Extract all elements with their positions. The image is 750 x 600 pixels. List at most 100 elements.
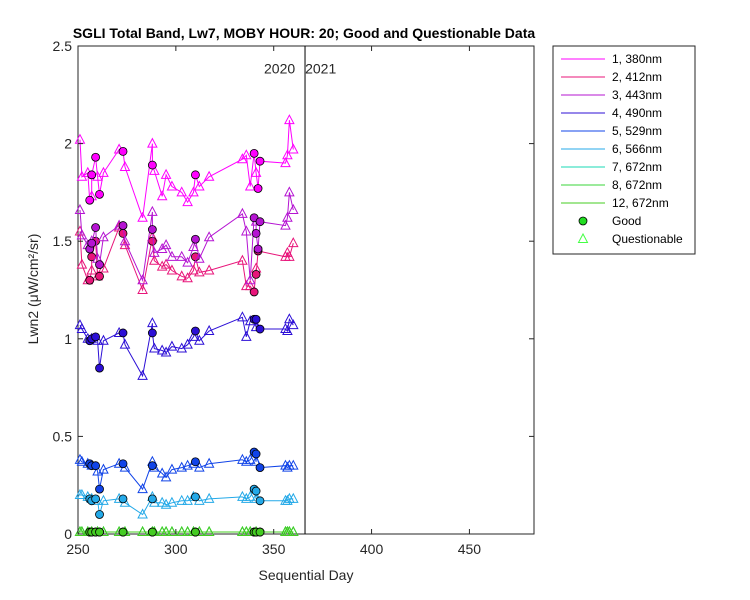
good-point — [147, 160, 157, 170]
good-point — [87, 170, 97, 180]
good-point — [87, 238, 97, 248]
good-point — [191, 170, 200, 180]
x-tick-label: 300 — [164, 541, 188, 557]
questionable-point — [194, 334, 205, 345]
series-1 — [74, 114, 299, 222]
questionable-point — [160, 346, 172, 357]
good-point — [147, 527, 157, 537]
good-point — [118, 147, 128, 156]
questionable-point — [176, 270, 188, 281]
questionable-point — [86, 264, 98, 275]
questionable-point — [147, 205, 158, 216]
legend-entry: 3, 443nm — [561, 88, 662, 102]
good-point — [251, 228, 261, 238]
questionable-point — [176, 250, 188, 261]
good-point — [95, 260, 104, 270]
legend-entry: 5, 529nm — [561, 124, 662, 138]
series-5 — [74, 447, 299, 494]
questionable-point — [160, 239, 172, 250]
good-point — [255, 324, 265, 334]
questionable-point — [182, 525, 193, 537]
questionable-point — [166, 525, 178, 537]
good-point — [251, 449, 261, 459]
good-point — [147, 328, 157, 338]
legend-label: Good — [612, 214, 641, 228]
good-point — [255, 527, 265, 537]
questionable-point — [148, 254, 160, 265]
questionable-point — [240, 492, 252, 503]
questionable-point — [98, 494, 109, 505]
questionable-point — [287, 492, 299, 503]
y-tick-label: 2 — [64, 136, 72, 152]
questionable-point — [244, 180, 256, 191]
questionable-point — [203, 457, 215, 468]
good-point — [95, 189, 104, 199]
questionable-point — [284, 186, 295, 197]
y-tick-label: 1 — [64, 331, 72, 347]
questionable-point — [166, 250, 178, 261]
good-point — [118, 221, 128, 230]
good-point — [118, 459, 128, 469]
questionable-point — [176, 186, 188, 197]
questionable-point — [188, 186, 199, 197]
good-point — [95, 271, 104, 281]
legend-label: 12, 672nm — [612, 196, 669, 210]
questionable-point — [137, 369, 148, 380]
good-point — [85, 275, 95, 285]
questionable-point — [76, 525, 88, 537]
y-tick-label: 1.5 — [53, 233, 73, 249]
y-tick-label: 0 — [64, 526, 72, 542]
questionable-point — [188, 264, 199, 275]
good-point — [255, 156, 265, 166]
good-point — [118, 494, 128, 504]
legend-entry: 1, 380nm — [561, 52, 662, 66]
legend-label: 6, 566nm — [612, 142, 662, 156]
good-point — [253, 184, 263, 193]
questionable-point — [287, 237, 299, 248]
questionable-point — [166, 340, 178, 351]
good-point — [253, 244, 263, 254]
questionable-point — [240, 455, 252, 466]
questionable-point — [182, 196, 193, 207]
legend-box — [552, 45, 696, 255]
questionable-point — [250, 455, 262, 466]
questionable-point — [282, 211, 293, 222]
good-point — [249, 148, 259, 158]
questionable-point — [284, 114, 295, 125]
questionable-point — [137, 508, 148, 519]
questionable-point — [148, 164, 160, 175]
questionable-point — [156, 467, 168, 478]
good-point — [118, 228, 128, 238]
questionable-point — [76, 258, 88, 269]
questionable-point — [240, 330, 252, 341]
x-tick-label: 250 — [66, 541, 90, 557]
legend-label: 7, 672nm — [612, 160, 662, 174]
legend-entry: 12, 672nm — [561, 196, 669, 210]
questionable-point — [244, 274, 256, 285]
y-axis-label: Lwn2 (μW/cm²/sr) — [25, 234, 41, 345]
x-tick-label: 400 — [360, 541, 384, 557]
questionable-point — [160, 258, 172, 269]
questionable-point — [76, 488, 88, 499]
questionable-point — [147, 137, 158, 148]
good-point — [191, 457, 200, 467]
good-point — [255, 463, 265, 473]
legend-questionable-marker — [577, 232, 589, 243]
plot-frame — [77, 45, 535, 535]
questionable-point — [119, 338, 131, 349]
questionable-point — [76, 455, 88, 466]
legend-label: 2, 412nm — [612, 70, 662, 84]
questionable-point — [194, 266, 205, 277]
plot-area: 2020 2021 — [74, 45, 535, 537]
questionable-point — [137, 211, 148, 222]
legend-label: 5, 529nm — [612, 124, 662, 138]
questionable-point — [166, 180, 178, 191]
legend-label: Questionable — [612, 232, 683, 246]
good-point — [147, 494, 157, 504]
legend-entry: 7, 672nm — [561, 160, 662, 174]
questionable-point — [98, 334, 109, 345]
questionable-point — [137, 274, 148, 285]
good-point — [91, 223, 101, 232]
questionable-point — [287, 525, 299, 537]
